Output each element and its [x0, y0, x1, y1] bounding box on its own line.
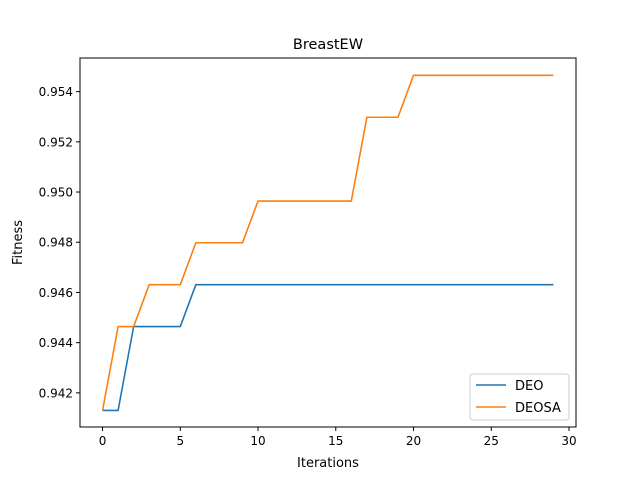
legend: DEO DEOSA — [469, 373, 570, 421]
series-line-deosa — [101, 74, 554, 411]
x-tick-label: 0 — [99, 434, 107, 448]
y-axis-ticks: 0.942 0.944 0.946 0.948 0.950 0.952 0.954 — [39, 85, 80, 400]
y-tick-label: 0.954 — [39, 85, 73, 99]
y-tick-label: 0.944 — [39, 336, 73, 350]
legend-label-deosa: DEOSA — [515, 401, 561, 416]
y-tick-label: 0.948 — [39, 236, 73, 250]
plot-frame — [79, 57, 577, 428]
x-axis-ticks: 0 5 10 15 20 25 30 — [99, 427, 577, 448]
x-tick-label: 10 — [250, 434, 265, 448]
x-axis-label: Iterations — [297, 456, 359, 471]
x-tick-label: 15 — [328, 434, 343, 448]
y-tick-label: 0.942 — [39, 386, 73, 400]
y-tick-label: 0.952 — [39, 135, 73, 149]
x-tick-label: 20 — [406, 434, 421, 448]
chart-title: BreastEW — [293, 37, 363, 53]
y-tick-label: 0.950 — [39, 186, 73, 200]
series-line-deo — [102, 283, 554, 412]
x-tick-label: 5 — [176, 434, 184, 448]
x-tick-label: 25 — [484, 434, 499, 448]
y-axis-label: Fitness — [11, 220, 26, 265]
series-layer — [101, 74, 554, 412]
y-tick-label: 0.946 — [39, 286, 73, 300]
x-tick-label: 30 — [561, 434, 576, 448]
legend-label-deo: DEO — [515, 379, 543, 394]
